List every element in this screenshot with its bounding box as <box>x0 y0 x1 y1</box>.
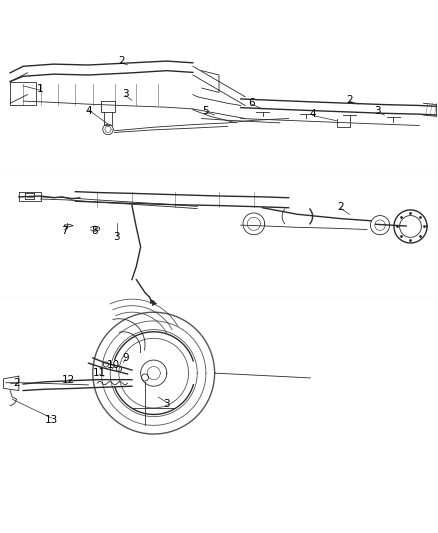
Text: 2: 2 <box>118 56 124 66</box>
Text: 3: 3 <box>374 106 381 116</box>
Text: 5: 5 <box>203 106 209 116</box>
Text: 12: 12 <box>62 375 75 385</box>
Text: 3: 3 <box>122 88 129 99</box>
Text: 2: 2 <box>14 378 21 388</box>
Text: 7: 7 <box>61 226 68 236</box>
Text: 10: 10 <box>107 360 120 370</box>
Text: 13: 13 <box>45 415 58 425</box>
Text: 1: 1 <box>37 84 44 94</box>
Text: 3: 3 <box>163 399 170 409</box>
Text: 2: 2 <box>338 203 344 212</box>
Text: 11: 11 <box>93 368 106 378</box>
Text: 2: 2 <box>346 95 353 105</box>
Text: 6: 6 <box>248 98 255 108</box>
Text: 8: 8 <box>92 226 98 236</box>
Text: 9: 9 <box>122 353 129 363</box>
Text: 4: 4 <box>309 109 316 119</box>
Text: 4: 4 <box>85 106 92 116</box>
Text: 3: 3 <box>113 232 120 242</box>
